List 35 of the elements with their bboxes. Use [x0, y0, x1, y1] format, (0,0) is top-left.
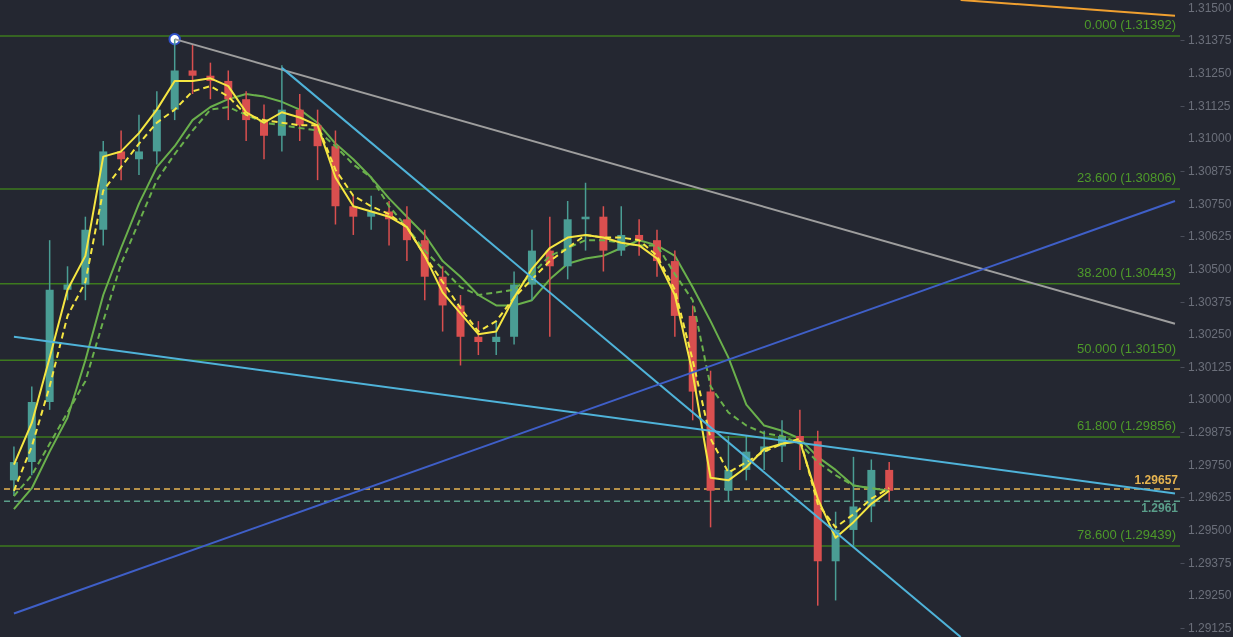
candlestick — [134, 114, 143, 176]
y-tick-label: 1.30875 — [1188, 164, 1232, 178]
y-tick-label: 1.29375 — [1188, 555, 1232, 570]
y-tick-label: 1.30000 — [1188, 392, 1232, 407]
y-tick-label: 1.29875 — [1188, 425, 1232, 440]
y-tick-label: 1.30250 — [1188, 327, 1232, 342]
y-tick-label: 1.30375 — [1188, 294, 1232, 309]
y-tick-label: 1.29250 — [1188, 588, 1232, 603]
y-tick-label: 1.29125 — [1188, 620, 1232, 635]
ref-line-label: 61.800 (1.29856) — [1076, 418, 1176, 434]
y-tick-label: 1.31500 — [1188, 0, 1232, 15]
y-tick-label: 1.31125 — [1188, 98, 1231, 113]
ref-line-label: 0.000 (1.31392) — [1084, 17, 1176, 33]
y-tick-label: 1.29500 — [1188, 522, 1232, 537]
candlestick — [9, 445, 18, 497]
y-tick-label: 1.29625 — [1188, 490, 1232, 505]
ref-line-label: 1.2961 — [1141, 501, 1179, 516]
ref-line-label: 38.200 (1.30443) — [1076, 264, 1176, 280]
ref-line-label: 78.600 (1.29439) — [1076, 526, 1176, 542]
y-tick-label: 1.30500 — [1188, 261, 1232, 276]
ref-line-label: 50.000 (1.30150) — [1076, 341, 1176, 357]
candlestick — [885, 461, 894, 502]
y-tick-label: 1.29750 — [1188, 457, 1232, 472]
candlestick — [474, 320, 483, 356]
candlestick — [492, 320, 501, 356]
candlestick — [188, 43, 197, 95]
y-tick-label: 1.30125 — [1188, 359, 1232, 374]
y-tick-label: 1.31375 — [1188, 33, 1232, 48]
ref-line-label: 1.29657 — [1134, 472, 1179, 487]
y-tick-label: 1.31000 — [1188, 131, 1232, 146]
y-tick-label: 1.31250 — [1188, 66, 1232, 81]
y-tick-label: 1.30625 — [1188, 229, 1232, 244]
y-tick-label: 1.30750 — [1188, 196, 1232, 211]
ref-line-label: 23.600 (1.30806) — [1076, 170, 1176, 186]
candlestick — [349, 195, 358, 236]
